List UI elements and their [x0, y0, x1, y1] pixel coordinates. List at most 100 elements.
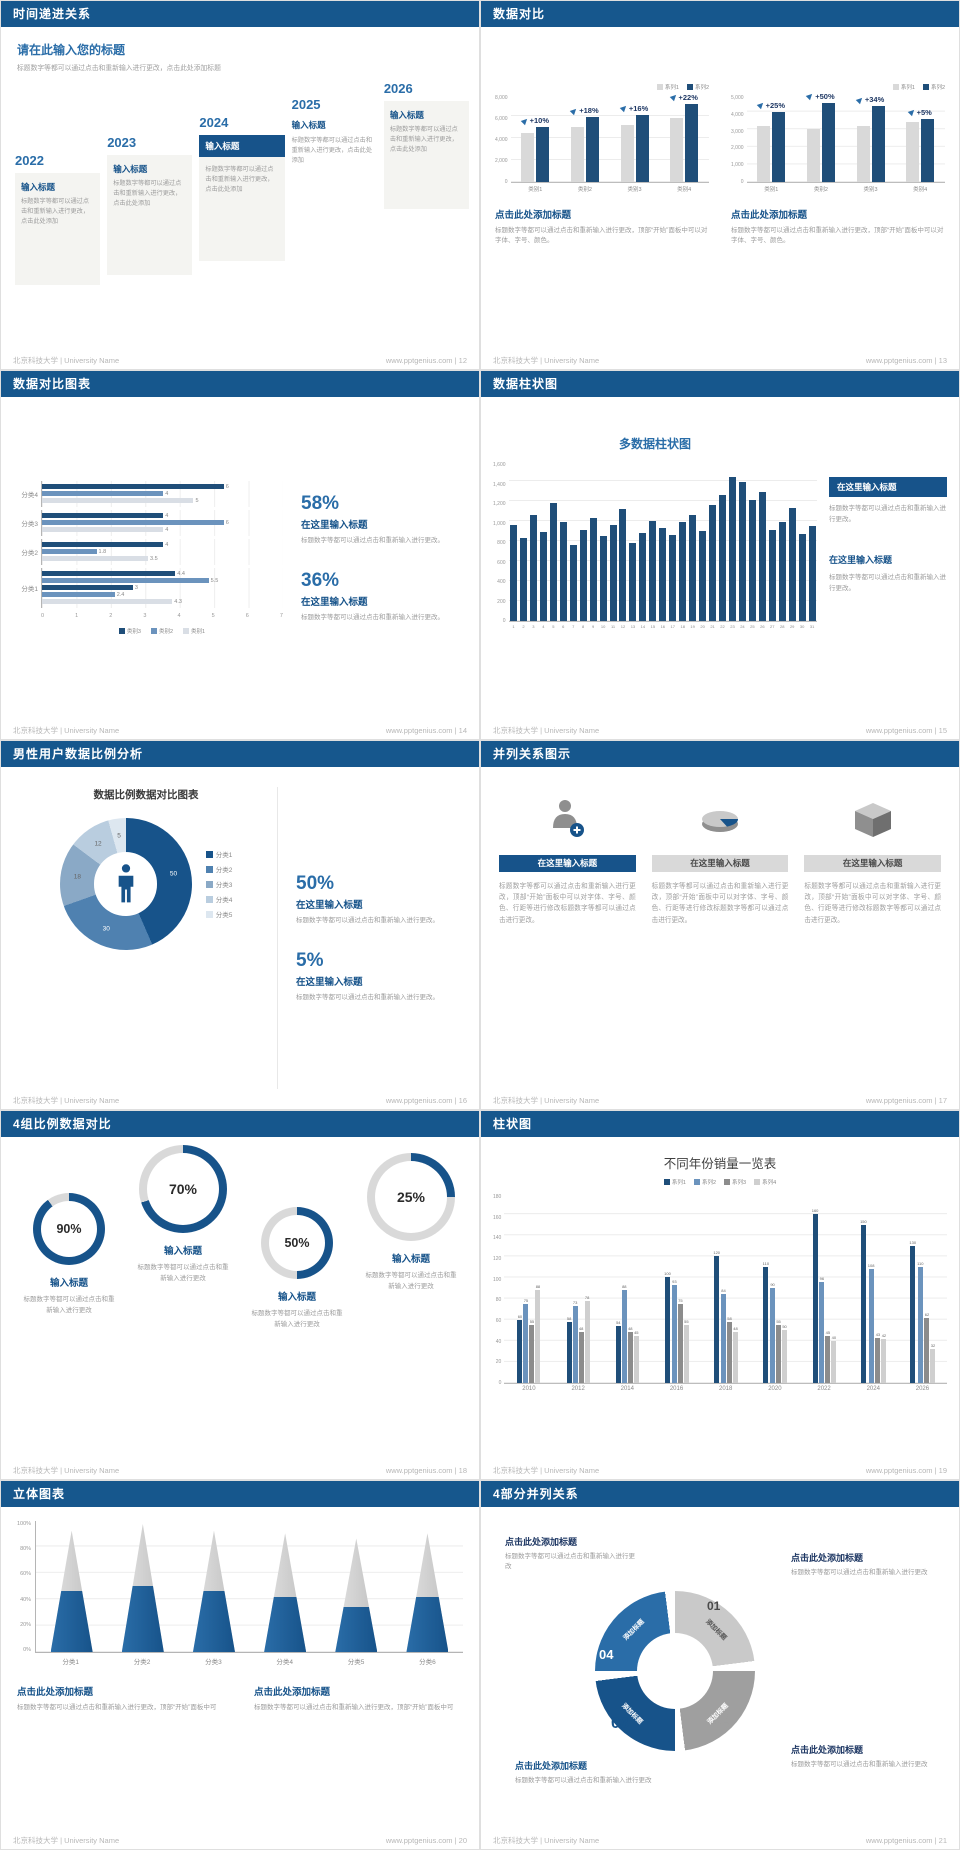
footer-page: www.pptgenius.com | 14 — [385, 726, 467, 735]
bar-value: 5.5 — [210, 577, 219, 584]
plot-column: 分类1 分类2 分类3 分类4 分类5 分类6 — [35, 1521, 463, 1666]
bar — [738, 482, 746, 621]
chart-legend: 系列1 系列2 — [495, 83, 709, 91]
cone-cell — [321, 1521, 392, 1652]
x-tick: 22 — [720, 624, 725, 629]
bar-cell: 108 — [868, 1263, 874, 1383]
progress-value: 25% — [396, 1189, 426, 1205]
bar — [535, 1290, 541, 1383]
bar — [819, 1281, 825, 1383]
up-arrow-icon — [855, 95, 865, 105]
segment-value: 18 — [73, 873, 82, 881]
legend-swatch — [663, 1179, 670, 1185]
footer-page: www.pptgenius.com | 19 — [865, 1466, 947, 1475]
bar — [42, 484, 224, 489]
bar-cell — [689, 515, 697, 621]
bar — [699, 531, 707, 621]
slide-title-bar: 4部分并列关系 — [481, 1481, 959, 1507]
block-title: 点击此处添加标题 — [505, 1537, 578, 1547]
x-tick: 16 — [660, 624, 666, 629]
x-tick: 3 — [143, 612, 147, 619]
x-tick: 2012 — [571, 1386, 585, 1392]
legend-item: 分类4 — [205, 894, 232, 904]
block-body: 标题数字等都可以通过点击和重新输入进行更改 — [515, 1777, 652, 1784]
content-title: 请在此输入您的标题 — [17, 43, 126, 57]
timeline-year: 2025 — [291, 97, 321, 112]
timeline-card: 输入标题 标题数字等都可以通过点击和重新输入进行更改，点击此处添加 — [15, 173, 101, 285]
slide-title-bar: 数据对比 — [481, 1, 959, 27]
item-title: 在这里输入标题 — [804, 855, 942, 872]
bar-value: 6 — [225, 483, 229, 490]
cone-cell — [178, 1521, 249, 1652]
bar-value: 130 — [909, 1239, 917, 1245]
x-tick: 25 — [750, 624, 755, 629]
legend-item: 系列2 — [693, 1178, 716, 1186]
side-text-column: 在这里输入标题 标题数字等都可以通过点击和重新输入进行更改。 在这里输入标题 标… — [829, 435, 947, 719]
y-tick: 0 — [502, 618, 506, 624]
x-tick: 12 — [620, 624, 626, 629]
block-body: 标题数字等都可以通过点击和重新输入进行更改，顶部“开始”面板中可以对字体、字号、… — [495, 227, 708, 245]
slide-15: 数据柱状图 多数据柱状图 1,600 1,400 1,200 1,000 800 600 4… — [481, 371, 959, 739]
bar-value: 75 — [523, 1297, 529, 1303]
bar-value: 48 — [733, 1326, 738, 1332]
bar — [615, 1326, 621, 1383]
block-body: 标题数字等都可以通过点击和重新输入进行更改，顶部“开始”面板中可以对字体、字号、… — [731, 227, 944, 245]
segment-label: 添加标题 — [704, 1618, 728, 1642]
bar-cell: 54 — [615, 1320, 621, 1383]
plot — [35, 1521, 463, 1653]
progress-value: 70% — [168, 1181, 198, 1197]
y-tick: 140 — [493, 1235, 502, 1242]
bar-group: +5% — [895, 95, 945, 182]
bar — [670, 118, 684, 182]
bar-cell: 32 — [930, 1343, 936, 1383]
bar — [584, 1300, 590, 1383]
stats-column: 58% 在这里输入标题 标题数字等都可以通过点击和重新输入进行更改。 36% 在… — [301, 493, 465, 624]
bars — [778, 522, 786, 621]
legend-label: 分类5 — [215, 912, 233, 919]
bar — [539, 532, 547, 621]
bars — [509, 525, 517, 621]
corner-block-top-right: 点击此处添加标题 标题数字等都可以通过点击和重新输入进行更改 — [791, 1551, 941, 1578]
bar-value: 90 — [770, 1282, 775, 1287]
parallel-item-3: 在这里输入标题 标题数字等都可以通过点击和重新输入进行更改，顶部“开始”面板中可… — [804, 793, 942, 1089]
chart-legend: 系列1 系列2 — [731, 83, 945, 91]
bar-cell: 58 — [566, 1316, 572, 1383]
footer-university: 北京科技大学 | University Name — [13, 1836, 120, 1845]
footer-page: www.pptgenius.com | 20 — [385, 1836, 467, 1845]
bar — [42, 599, 173, 604]
bar — [770, 1288, 776, 1383]
cone — [50, 1530, 93, 1652]
item-body: 标题数字等都可以通过点击和重新输入进行更改，顶部“开始”面板中可以对字体、字号、… — [499, 883, 636, 924]
bar-cell — [569, 545, 577, 621]
legend-label: 分类1 — [215, 852, 233, 859]
bar — [621, 1290, 627, 1383]
bar-cell — [871, 106, 885, 182]
bars — [659, 528, 667, 621]
progress-ring: 25% — [367, 1153, 455, 1241]
bar-cell — [772, 111, 786, 182]
timeline-card: 输入标题 标题数字等都可以通过点击和重新输入进行更改，点击此处添加 — [107, 155, 193, 275]
card-title: 输入标题 — [389, 110, 424, 120]
bars: 4 1.8 3.5 — [41, 538, 283, 565]
footer-university: 北京科技大学 | University Name — [493, 1096, 600, 1105]
bars — [649, 521, 657, 621]
bar — [788, 508, 796, 621]
slide-content: 在这里输入标题 标题数字等都可以通过点击和重新输入进行更改，顶部“开始”面板中可… — [499, 767, 942, 1089]
bar-row: 6 — [42, 484, 283, 490]
bars: 58 73 48 78 — [566, 1295, 590, 1383]
bar-group: +10% — [511, 95, 561, 182]
growth-label: +5% — [907, 108, 932, 117]
bar — [529, 515, 537, 621]
chart-title: 多数据柱状图 — [618, 437, 691, 451]
cone-fill — [335, 1607, 378, 1652]
bar-value: 150 — [860, 1218, 867, 1224]
bar-cell: 120 — [713, 1250, 720, 1383]
cube-3d-icon — [854, 803, 891, 837]
hbar-group: 分类4 6 4 5 — [15, 480, 283, 507]
donut-chart-block: 数据比例数据对比图表 50 30 18 12 5 分类1 分类2 分类3 分类4 分类5 — [15, 787, 277, 1089]
card-body: 标题数字等都可以通过点击和重新输入进行更改，点击此处添加 — [291, 137, 373, 165]
icon-box — [499, 793, 636, 847]
bar — [733, 1332, 739, 1383]
bar-group — [588, 462, 598, 621]
bar-cell — [921, 118, 935, 182]
